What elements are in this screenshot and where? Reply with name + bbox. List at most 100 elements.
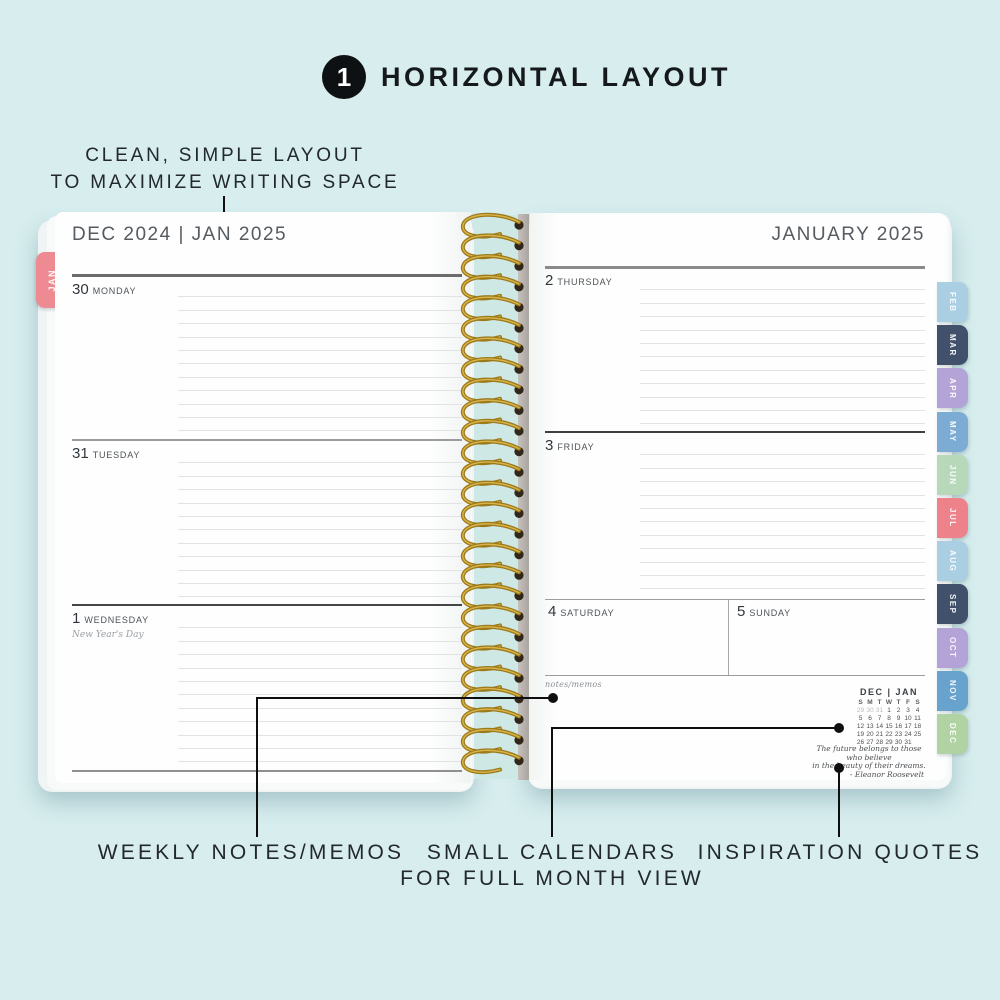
writing-lines <box>640 277 925 425</box>
left-header-rule <box>72 274 462 277</box>
mini-calendar-weekday: F <box>906 699 910 706</box>
mini-calendar-date: 4 <box>915 707 920 714</box>
month-tab-dec: DEC <box>937 714 968 754</box>
mini-calendar-date: 10 <box>904 715 912 722</box>
quote-attribution: - Eleanor Roosevelt <box>849 769 924 779</box>
mini-calendar-weekday: T <box>877 699 882 706</box>
mini-calendar-date: 20 <box>866 731 874 738</box>
month-tab-nov: NOV <box>937 670 968 711</box>
day-label-sunday: 5 SUNDAY <box>737 603 791 621</box>
month-tab-label: JUN <box>948 464 957 486</box>
day-number: 31 <box>72 445 89 462</box>
day-name: TUESDAY <box>92 450 141 460</box>
pointer-line <box>256 697 258 837</box>
mini-calendar-date: 13 <box>866 723 874 730</box>
day-number: 5 <box>737 603 746 620</box>
day-label-tuesday: 31 TUESDAY <box>72 445 140 463</box>
month-tab-label: OCT <box>948 636 957 659</box>
left-divider-1 <box>72 439 462 441</box>
annotation-small-calendars: SMALL CALENDARS FOR FULL MONTH VIEW <box>387 840 717 892</box>
step-number: 1 <box>336 61 352 92</box>
mini-calendar-date: 22 <box>885 731 893 738</box>
day-name: SATURDAY <box>560 608 615 618</box>
day-number: 2 <box>545 272 554 289</box>
mini-calendar-weekday: S <box>915 699 920 706</box>
mini-calendar-title: DEC | JAN <box>859 687 919 697</box>
mini-calendar-date: 16 <box>894 723 903 730</box>
day-label-friday: 3 FRIDAY <box>545 437 594 455</box>
writing-lines <box>178 615 462 763</box>
day-number: 30 <box>72 281 89 298</box>
month-tab-oct: OCT <box>937 627 968 668</box>
writing-lines <box>178 284 462 432</box>
month-tab-label: APR <box>948 377 957 400</box>
mini-calendar-weekday: W <box>885 699 893 706</box>
mini-calendar-date: 31 <box>904 739 912 746</box>
mini-calendar-date: 23 <box>894 731 903 738</box>
month-tab-apr: APR <box>937 368 968 409</box>
mini-calendar-date: 30 <box>894 739 903 746</box>
mini-calendar-date: 7 <box>877 715 882 722</box>
day-name: FRIDAY <box>557 442 595 452</box>
mini-calendar-date: 26 <box>856 739 865 746</box>
day-number: 4 <box>548 603 557 620</box>
month-tab-sep: SEP <box>937 584 968 625</box>
mini-calendar-date: 11 <box>914 715 921 722</box>
day-label-wednesday: 1 WEDNESDAY <box>72 610 149 628</box>
mini-calendar-date: 6 <box>868 715 872 722</box>
right-header-rule <box>545 266 925 269</box>
pointer-dot <box>834 723 844 733</box>
annotation-line: FOR FULL MONTH VIEW <box>400 867 704 890</box>
weekend-divider <box>728 600 729 675</box>
mini-calendar: DEC | JAN S M T W T F S 29 30 31 1 2 3 4 5 6 7 8 9 10 11 12 13… <box>845 687 933 747</box>
day-name: SUNDAY <box>749 608 791 618</box>
day-name: THURSDAY <box>557 277 613 287</box>
mini-calendar-date: 27 <box>866 739 874 746</box>
planner-left-page <box>55 212 471 783</box>
annotation-weekly-notes: WEEKLY NOTES/MEMOS <box>97 841 405 864</box>
month-tab-may: MAY <box>937 411 968 452</box>
month-tab-label: SEP <box>948 594 957 615</box>
day-label-thursday: 2 THURSDAY <box>545 272 613 290</box>
day-name: MONDAY <box>92 286 137 296</box>
writing-lines <box>640 442 925 590</box>
mini-calendar-date: 1 <box>887 707 891 714</box>
mini-calendar-date: 28 <box>875 739 884 746</box>
mini-calendar-date: 31 <box>875 707 884 714</box>
pointer-dot <box>548 693 558 703</box>
annotation-clean-layout: CLEAN, SIMPLE LAYOUT TO MAXIMIZE WRITING… <box>40 142 410 196</box>
mini-calendar-date: 5 <box>858 715 863 722</box>
right-divider-1 <box>545 431 925 433</box>
pointer-line <box>256 697 550 699</box>
spiral-binding <box>460 212 524 775</box>
month-tab-label: AUG <box>948 550 957 573</box>
planner-right-page <box>530 213 947 780</box>
month-tab-jul: JUL <box>937 498 968 538</box>
month-tab-label: MAY <box>948 420 957 443</box>
pointer-line <box>551 727 553 837</box>
annotation-line: CLEAN, SIMPLE LAYOUT <box>85 145 365 166</box>
left-bottom-rule <box>72 770 462 772</box>
mini-calendar-date: 21 <box>875 731 884 738</box>
right-page-header: JANUARY 2025 <box>771 224 925 245</box>
holiday-label: New Year's Day <box>72 630 144 640</box>
weekend-box <box>545 599 925 676</box>
month-tab-label: JUL <box>948 508 957 528</box>
mini-calendar-date: 2 <box>896 707 901 714</box>
left-divider-2 <box>72 604 462 606</box>
month-tab-label: MAR <box>948 333 957 357</box>
mini-calendar-date: 3 <box>906 707 910 714</box>
annotation-inspiration-quotes: INSPIRATION QUOTES <box>697 841 983 864</box>
month-tab-jun: JUN <box>937 454 968 495</box>
mini-calendar-date: 24 <box>904 731 912 738</box>
mini-calendar-date: 18 <box>913 723 922 730</box>
month-tab-aug: AUG <box>937 541 968 582</box>
quote-line: The future belongs to those who believe <box>816 744 922 762</box>
page-title: HORIZONTAL LAYOUT <box>381 62 732 92</box>
pointer-line <box>838 768 840 837</box>
mini-calendar-date: 8 <box>887 715 891 722</box>
day-name: WEDNESDAY <box>84 615 149 625</box>
mini-calendar-grid: S M T W T F S 29 30 31 1 2 3 4 5 6 7 8 9 10 11 12 13 14 15 16 17 18… <box>845 699 933 747</box>
day-label-monday: 30 MONDAY <box>72 281 136 299</box>
